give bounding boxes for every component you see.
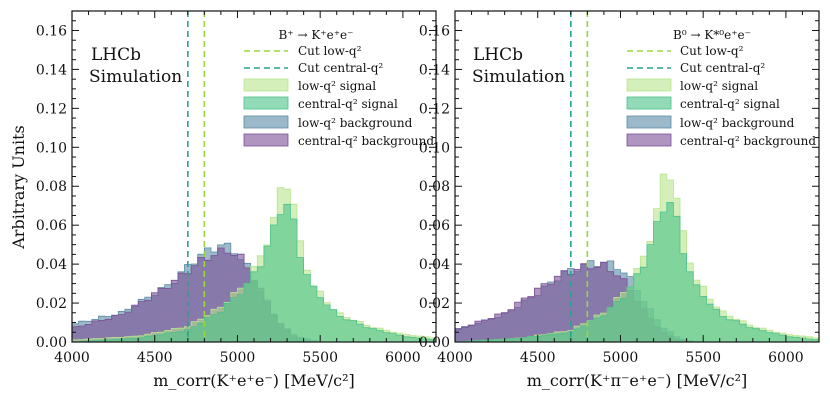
y-tick-label: 0.12 — [36, 101, 67, 117]
right-annotation-lhcb: LHCb — [473, 45, 523, 65]
legend-title: B⁺ → K⁺e⁺e⁻ — [278, 28, 353, 42]
y-tick-label: 0.12 — [419, 101, 450, 117]
legend-swatch-central-background — [626, 133, 672, 147]
legend-label-central-signal: central-q² signal — [298, 97, 398, 111]
y-tick-label: 0.00 — [36, 335, 67, 351]
right-panel: 4000 4500 5000 5500 6000 0.00 0.02 0.04 0.06 0.08… — [419, 10, 820, 390]
hist-central-q2-signal — [71, 203, 437, 343]
legend-label-low-background: low-q² background — [298, 116, 413, 130]
legend-label-central-background: central-q² background — [680, 134, 816, 148]
legend-swatch-central-signal — [626, 96, 672, 110]
legend-swatch-central-background — [243, 133, 289, 147]
y-tick-label: 0.06 — [419, 218, 450, 234]
x-tick-label: 4000 — [54, 350, 90, 366]
legend-swatch-low-background — [626, 115, 672, 129]
x-tick-label: 4500 — [137, 350, 173, 366]
left-annotation-simulation: Simulation — [89, 67, 182, 87]
legend-label-central-background: central-q² background — [298, 134, 434, 148]
left-histograms — [71, 187, 437, 343]
y-tick-label: 0.04 — [419, 257, 450, 273]
y-tick-label: 0.08 — [36, 179, 67, 195]
y-tick-label: 0.02 — [419, 296, 450, 312]
x-tick-label: 4500 — [520, 350, 556, 366]
x-tick-label: 4000 — [437, 350, 473, 366]
y-tick-label: 0.02 — [36, 296, 67, 312]
left-panel: 4000 4500 5000 5500 6000 0.00 0.02 0.04 0.06 0.08… — [36, 10, 437, 390]
left-annotation-lhcb: LHCb — [91, 45, 141, 65]
left-axes: 4000 4500 5000 5500 6000 0.00 0.02 0.04 0.06 0.08… — [36, 10, 437, 366]
x-tick-label: 5000 — [220, 350, 256, 366]
legend-title: B⁰ → K*⁰e⁺e⁻ — [673, 28, 751, 42]
legend-label-low-signal: low-q² signal — [680, 79, 758, 93]
x-tick-label: 6000 — [768, 350, 804, 366]
legend-label-cut-central: Cut central-q² — [298, 61, 383, 75]
y-tick-label: 0.16 — [36, 23, 67, 39]
y-tick-label: 0.04 — [36, 257, 67, 273]
y-tick-label: 0.10 — [36, 140, 67, 156]
legend-label-low-background: low-q² background — [680, 116, 795, 130]
y-tick-label: 0.06 — [36, 218, 67, 234]
x-tick-label: 6000 — [385, 350, 421, 366]
legend-label-low-signal: low-q² signal — [298, 79, 376, 93]
left-legend: B⁺ → K⁺e⁺e⁻ Cut low-q² Cut central-q² low-q… — [243, 28, 434, 148]
y-tick-label: 0.16 — [419, 23, 450, 39]
legend-label-cut-central: Cut central-q² — [680, 61, 765, 75]
legend-swatch-low-signal — [243, 78, 289, 92]
right-legend: B⁰ → K*⁰e⁺e⁻ Cut low-q² Cut central-q² low-… — [626, 28, 816, 148]
right-histograms — [454, 173, 820, 343]
hist-central-q2-signal — [454, 202, 820, 343]
y-tick-label: 0.10 — [419, 140, 450, 156]
legend-label-central-signal: central-q² signal — [680, 97, 780, 111]
y-axis-title: Arbitrary Units — [9, 125, 28, 250]
legend-swatch-low-signal — [626, 78, 672, 92]
y-tick-label: 0.08 — [419, 179, 450, 195]
right-annotation-simulation: Simulation — [472, 67, 565, 87]
y-tick-label: 0.00 — [419, 335, 450, 351]
x-tick-label: 5500 — [302, 350, 338, 366]
right-axes: 4000 4500 5000 5500 6000 0.00 0.02 0.04 0.06 0.08… — [419, 10, 820, 366]
legend-label-cut-low: Cut low-q² — [298, 44, 362, 58]
left-cut-lines — [187, 11, 206, 342]
legend-label-cut-low: Cut low-q² — [680, 44, 744, 58]
legend-swatch-central-signal — [243, 96, 289, 110]
y-tick-label: 0.14 — [419, 62, 450, 78]
x-tick-label: 5500 — [685, 350, 721, 366]
legend-swatch-low-background — [243, 115, 289, 129]
right-cut-lines — [570, 11, 589, 342]
right-x-axis-title: m_corr(K⁺π⁻e⁺e⁻) [MeV/c²] — [527, 371, 747, 390]
left-x-axis-title: m_corr(K⁺e⁺e⁻) [MeV/c²] — [153, 371, 355, 390]
y-tick-label: 0.14 — [36, 62, 67, 78]
x-tick-label: 5000 — [603, 350, 639, 366]
